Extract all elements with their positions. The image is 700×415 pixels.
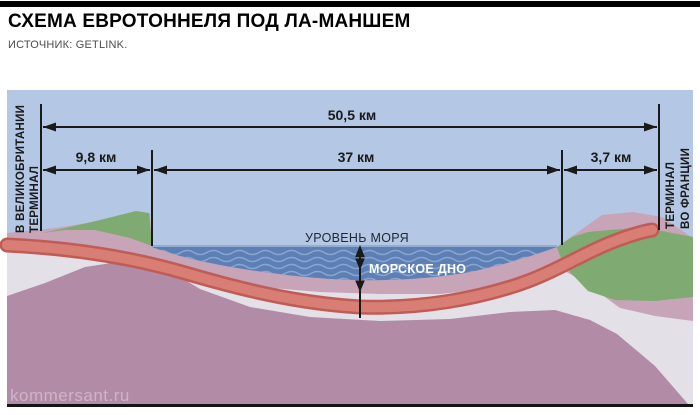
top-bar bbox=[0, 1, 700, 7]
arrow-down-icon bbox=[355, 280, 365, 292]
terminal-fr-line1: ТЕРМИНАЛ bbox=[665, 162, 677, 229]
arrowhead-icon bbox=[43, 165, 56, 175]
arrowhead-right-icon bbox=[644, 122, 657, 132]
tunnel-line bbox=[0, 222, 660, 315]
dimension-total: 50,5 км bbox=[43, 107, 657, 132]
bottom-border bbox=[7, 404, 693, 407]
sea-segment-label: 37 км bbox=[338, 149, 375, 165]
arrowhead-icon bbox=[154, 165, 167, 175]
sea-level-label: УРОВЕНЬ МОРЯ bbox=[305, 231, 409, 245]
arrowhead-icon bbox=[547, 165, 560, 175]
fr-segment-label: 3,7 км bbox=[591, 149, 632, 165]
terminal-uk-line2: В ВЕЛИКОБРИТАНИИ bbox=[15, 105, 27, 233]
watermark: kommersant.ru bbox=[10, 386, 130, 405]
sea-floor-label: МОРСКОЕ ДНО bbox=[369, 262, 466, 276]
arrow-down-icon bbox=[355, 258, 365, 270]
tunnel-core bbox=[2, 225, 657, 313]
dimension-segments: 9,8 км 37 км 3,7 км bbox=[43, 149, 657, 175]
total-distance-label: 50,5 км bbox=[328, 107, 377, 123]
uk-coast bbox=[42, 211, 152, 246]
arrowhead-icon bbox=[564, 165, 577, 175]
page-title: СХЕМА ЕВРОТОННЕЛЯ ПОД ЛА-МАНШЕМ bbox=[8, 11, 411, 32]
terminal-uk-line1: ТЕРМИНАЛ bbox=[29, 166, 41, 233]
dimension-verticals bbox=[40, 104, 660, 246]
arrowhead-icon bbox=[644, 165, 657, 175]
uk-segment-label: 9,8 км bbox=[76, 149, 117, 165]
terminal-fr-line2: ВО ФРАНЦИИ bbox=[680, 148, 692, 229]
source-label: ИСТОЧНИК: GETLINK. bbox=[8, 39, 128, 51]
terminal-labels: ТЕРМИНАЛ В ВЕЛИКОБРИТАНИИ ТЕРМИНАЛ ВО ФР… bbox=[15, 105, 692, 233]
depth-annotation: УРОВЕНЬ МОРЯ МОРСКОЕ ДНО bbox=[305, 231, 466, 318]
arrow-up-icon bbox=[355, 245, 365, 257]
arrowhead-left-icon bbox=[43, 122, 56, 132]
arrowhead-icon bbox=[137, 165, 150, 175]
rock-layer bbox=[7, 261, 688, 404]
